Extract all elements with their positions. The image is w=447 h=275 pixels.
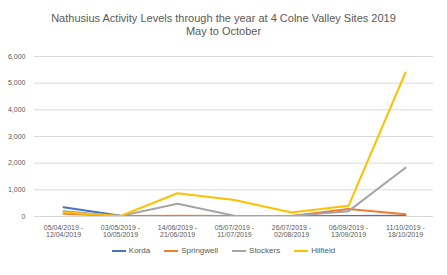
svg-text:4,000: 4,000 [8,106,26,113]
svg-text:06/09/2019 -13/09/2019: 06/09/2019 -13/09/2019 [329,224,369,238]
svg-text:14/06/2019 -21/06/2019: 14/06/2019 -21/06/2019 [158,224,198,238]
svg-text:11/10/2019 -18/10/2019: 11/10/2019 -18/10/2019 [386,224,425,238]
svg-text:5,000: 5,000 [8,79,26,86]
svg-text:0: 0 [22,213,26,220]
svg-text:03/05/2019 -10/05/2019: 03/05/2019 -10/05/2019 [101,224,141,238]
html-text:Stockers: Stockers [249,246,281,255]
html-text:Hilfield: Hilfield [311,246,336,255]
svg-text:05/04/2019 -12/04/2019: 05/04/2019 -12/04/2019 [44,224,84,238]
html-text:Springwell: Springwell [181,246,219,255]
html-text:Nathusius Activity Levels thro: Nathusius Activity Levels through the ye… [51,12,396,24]
svg-text:26/07/2019 -02/08/2019: 26/07/2019 -02/08/2019 [272,224,312,238]
svg-text:3,000: 3,000 [8,133,26,140]
html-text:Korda: Korda [128,246,151,255]
svg-text:6,000: 6,000 [8,53,26,60]
svg-text:05/07/2019 -11/07/2019: 05/07/2019 -11/07/2019 [215,224,255,238]
svg-text:1,000: 1,000 [8,186,26,193]
html-text:May to October: May to October [185,25,262,37]
svg-text:2,000: 2,000 [8,159,26,166]
